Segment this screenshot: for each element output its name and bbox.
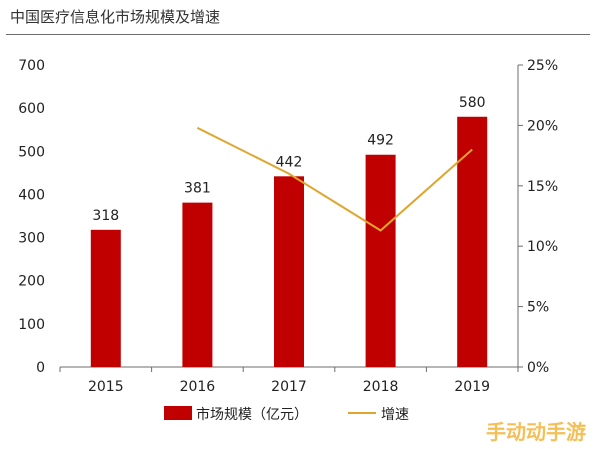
x-tick-label: 2015: [88, 379, 124, 395]
y-left-tick-label: 300: [18, 231, 45, 247]
y-right-tick-label: 10%: [527, 239, 558, 255]
bar: [457, 116, 488, 368]
bar-value-label: 381: [184, 181, 211, 197]
x-tick-label: 2017: [271, 379, 307, 395]
y-left-tick-label: 500: [18, 144, 45, 160]
y-left-tick-label: 100: [18, 317, 45, 333]
bar-value-label: 318: [92, 208, 119, 224]
y-right-tick-label: 15%: [527, 179, 558, 195]
y-left-tick-label: 600: [18, 101, 45, 117]
bar: [90, 229, 121, 367]
y-right-tick-label: 25%: [527, 58, 558, 74]
bar: [365, 154, 396, 367]
x-tick-label: 2019: [454, 379, 490, 395]
growth-line: [196, 126, 473, 232]
axes: 2015 2016 2017 2018 2019 0 100 200 300 400 500 600 7…: [18, 58, 558, 395]
legend-line-label: 增速: [381, 407, 409, 423]
y-left-tick-label: 400: [18, 187, 45, 203]
y-right-tick-label: 20%: [527, 118, 558, 134]
y-left-tick-label: 0: [36, 360, 45, 376]
bar-value-label: 492: [367, 133, 394, 149]
data-labels: 318 381 442 492 580: [92, 95, 485, 224]
legend-bar-label: 市场规模（亿元）: [196, 406, 308, 423]
legend-bar-swatch: [164, 406, 192, 420]
y-right-tick-label: 0%: [527, 360, 549, 376]
bar: [274, 176, 304, 367]
bar-value-label: 442: [276, 154, 303, 170]
x-tick-label: 2018: [363, 379, 399, 395]
y-left-tick-label: 700: [18, 58, 45, 74]
watermark: 手动动手游: [486, 420, 586, 444]
chart-title: 中国医疗信息化市场规模及增速: [10, 8, 221, 26]
y-right-tick-label: 5%: [527, 300, 549, 316]
line-series: [196, 126, 473, 232]
legend: 市场规模（亿元） 增速: [164, 406, 409, 423]
title-divider: [6, 34, 590, 35]
x-tick-label: 2016: [180, 379, 216, 395]
bar: [182, 202, 213, 367]
bar-series: [90, 116, 488, 368]
y-left-tick-label: 200: [18, 274, 45, 290]
bar-value-label: 580: [459, 95, 486, 111]
